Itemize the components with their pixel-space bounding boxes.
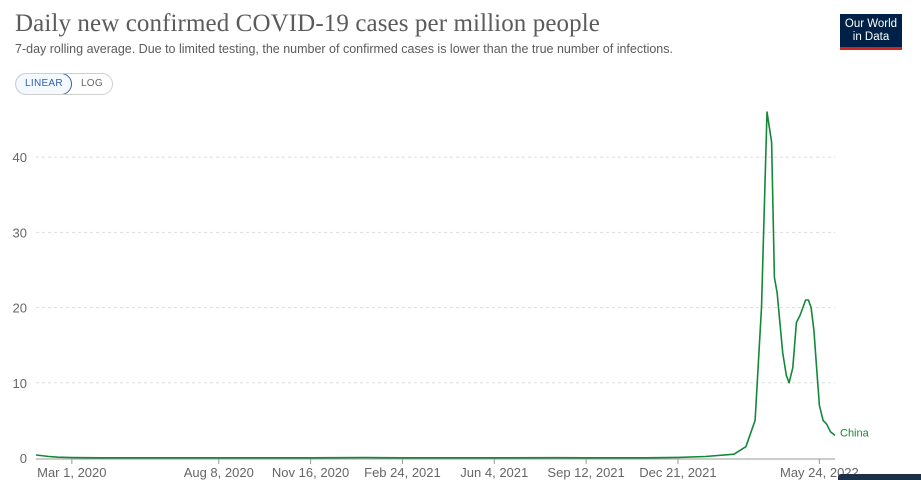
x-tick-label: Aug 8, 2020 [184, 465, 254, 480]
x-tick-label: Nov 16, 2020 [272, 465, 349, 480]
x-tick-label: Jun 4, 2021 [460, 465, 528, 480]
series-label-china: China [840, 427, 870, 439]
y-tick-label: 30 [13, 225, 27, 240]
y-tick-label: 40 [13, 150, 27, 165]
x-tick-label: Mar 1, 2020 [37, 465, 106, 480]
corner-tab[interactable] [838, 474, 921, 480]
y-tick-label: 10 [13, 376, 27, 391]
y-tick-label: 0 [20, 451, 27, 466]
scale-toggle: LINEAR LOG [15, 73, 113, 95]
logo-line2: in Data [852, 31, 890, 43]
x-tick-label: Feb 24, 2021 [364, 465, 441, 480]
series-line-china [35, 111, 836, 459]
owid-logo[interactable]: Our World in Data [840, 14, 902, 50]
log-scale-button[interactable]: LOG [80, 78, 103, 89]
chart-title: Daily new confirmed COVID-19 cases per m… [15, 10, 600, 37]
x-tick-label: Sep 12, 2021 [547, 465, 624, 480]
x-tick-label: Dec 21, 2021 [639, 465, 716, 480]
chart-subtitle: 7-day rolling average. Due to limited te… [15, 42, 673, 56]
linear-scale-button[interactable]: LINEAR [15, 74, 72, 94]
y-tick-label: 20 [13, 301, 27, 316]
logo-line1: Our World [844, 18, 898, 30]
